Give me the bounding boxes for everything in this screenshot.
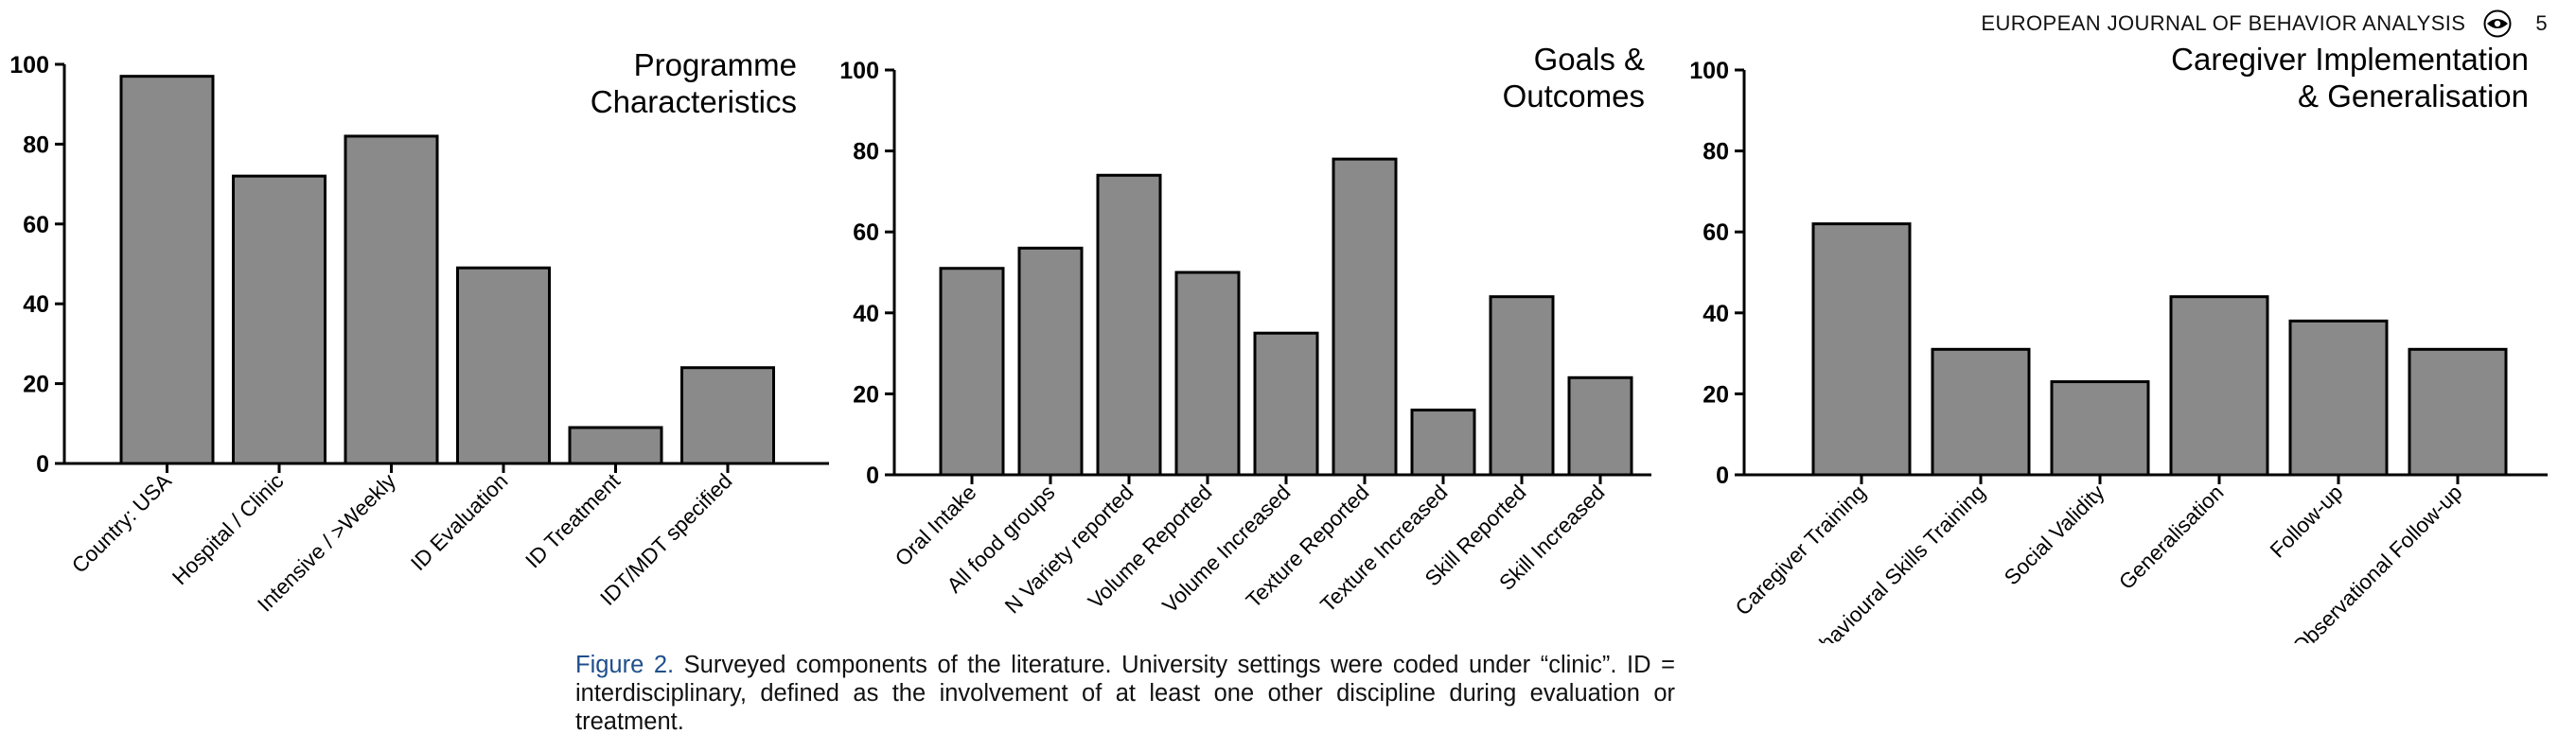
y-tick-label: 20 [853,381,879,408]
category-label: Generalisation [2114,480,2228,594]
y-tick-label: 0 [1716,463,1729,489]
figure-label: Figure 2. [575,652,675,678]
bar-caregiver-training [1811,222,1912,477]
running-header: EUROPEAN JOURNAL OF BEHAVIOR ANALYSIS 5 [1981,8,2548,40]
y-tick-label: 0 [36,451,49,478]
journal-title: EUROPEAN JOURNAL OF BEHAVIOR ANALYSIS [1981,11,2466,35]
y-tick-label: 20 [23,372,49,398]
y-tick-label: 60 [23,212,49,238]
category-label: Country: USA [67,469,176,578]
category-label: ID Treatment [520,468,625,572]
y-tick-label: 40 [23,291,49,318]
category-label: ID Evaluation [406,469,512,575]
category-label: Caregiver Training [1731,480,1871,620]
chart-title: Outcomes [1503,79,1645,114]
chart-title: Characteristics [591,84,797,119]
page-number: 5 [2535,11,2548,35]
bar-texture-reported [1332,157,1398,477]
y-tick-label: 20 [1703,381,1729,408]
bar-volume-increased [1253,331,1319,477]
y-tick-label: 80 [23,131,49,158]
bar-behavioural-skills-training [1931,347,2031,477]
chart-title: & Generalisation [2298,79,2529,114]
eye-logo-icon [2483,9,2512,38]
bar-country-usa [119,75,215,465]
bar-idt-mdt-specified [680,366,775,465]
bar-follow-up [2288,319,2389,477]
y-tick-label: 80 [853,139,879,166]
y-tick-label: 80 [1703,139,1729,166]
bar-volume-reported [1174,271,1241,477]
chart-title: Goals & [1534,42,1645,77]
bar-skill-increased [1567,376,1633,477]
bar-skill-reported [1489,295,1555,477]
chart-caregiver-implementation: 0 20 40 60 80 100 Caregiver TrainingBehavioura… [1689,42,2548,643]
bar-oral-intake [939,267,1005,477]
bar-observational-follow-up [2408,347,2508,477]
y-tick-label: 60 [1703,219,1729,246]
y-tick-label: 100 [9,52,49,79]
caption-text: Surveyed components of the literature. U… [575,652,1675,735]
y-tick-label: 100 [839,58,879,84]
bar-generalisation [2169,295,2269,477]
bar-id-evaluation [456,266,551,465]
y-tick-label: 40 [1703,301,1729,327]
bar-all-food-groups [1017,246,1084,477]
category-label: Social Validity [2000,480,2109,589]
bar-texture-increased [1410,409,1476,477]
y-tick-label: 100 [1689,58,1729,84]
bar-hospital-clinic [232,174,326,465]
figure-caption: Figure 2. Surveyed components of the lit… [575,651,1675,736]
chart-title: Programme [634,47,797,82]
y-tick-label: 40 [853,301,879,327]
category-label: Hospital / Clinic [168,469,288,589]
bar-social-validity [2050,380,2150,477]
bar-intensive-weekly [344,134,439,465]
y-tick-label: 60 [853,219,879,246]
chart-title: Caregiver Implementation [2171,42,2529,77]
category-label: Behavioural Skills Training [1796,480,1989,643]
bar-n-variety-reported [1096,173,1162,477]
y-tick-label: 0 [866,463,879,489]
category-label: Follow-up [2266,480,2348,563]
bar-id-treatment [568,426,663,465]
